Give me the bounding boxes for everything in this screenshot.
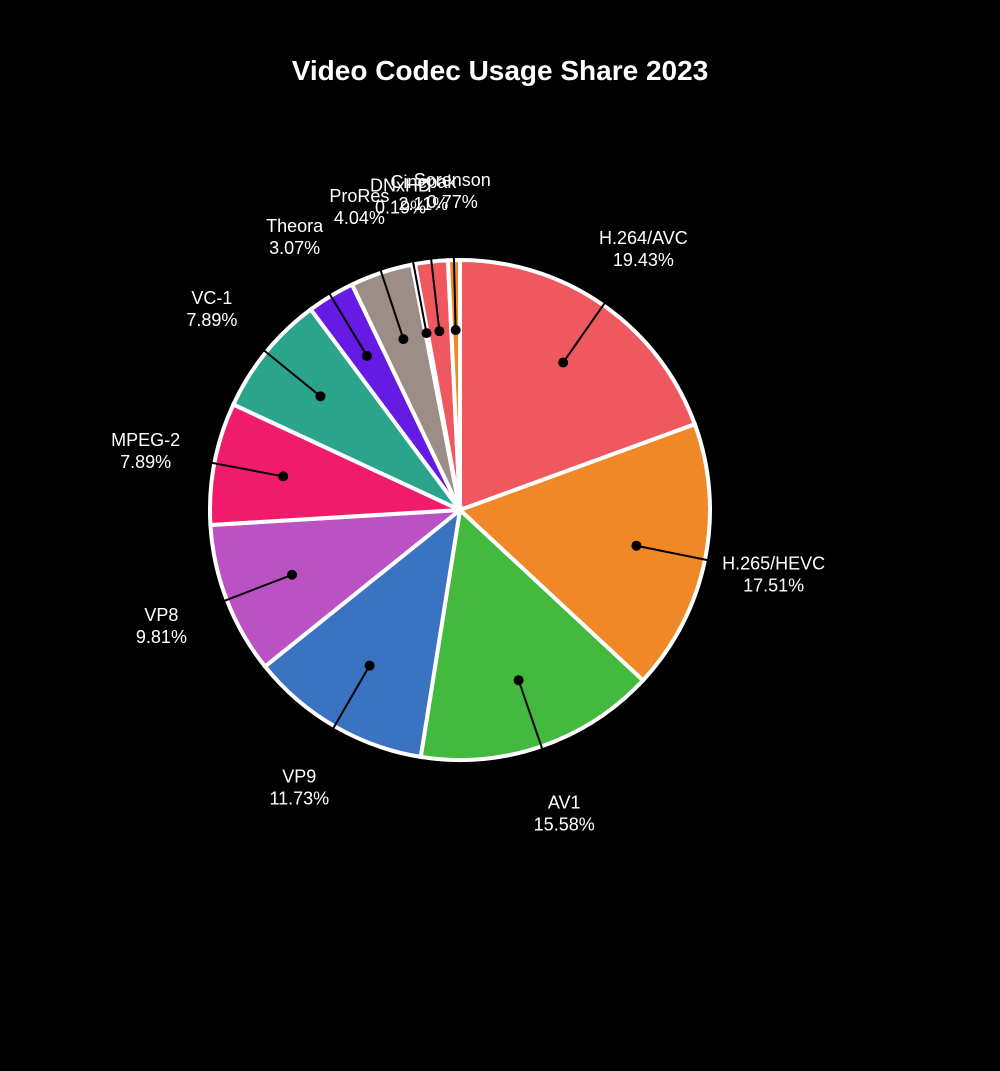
leader-dot: [278, 471, 288, 481]
slice-label-name: Theora: [266, 216, 324, 236]
slice-label-name: AV1: [548, 793, 581, 813]
pie-slices: [210, 260, 710, 760]
slice-label-name: H.265/HEVC: [722, 554, 825, 574]
slice-label-name: Sorenson: [414, 170, 491, 190]
leader-dot: [451, 325, 461, 335]
leader-dot: [514, 675, 524, 685]
leader-dot: [434, 326, 444, 336]
slice-label-value: 7.89%: [120, 452, 171, 472]
slice-label-value: 19.43%: [613, 250, 674, 270]
slice-label-name: MPEG-2: [111, 430, 180, 450]
slice-label-name: H.264/AVC: [599, 228, 688, 248]
slice-label-name: VP8: [144, 605, 178, 625]
slice-label-value: 15.58%: [534, 815, 595, 835]
leader-dot: [287, 570, 297, 580]
leader-dot: [315, 391, 325, 401]
slice-label-name: VP9: [282, 767, 316, 787]
leader-dot: [422, 328, 432, 338]
leader-dot: [365, 661, 375, 671]
leader-dot: [631, 541, 641, 551]
leader-dot: [362, 351, 372, 361]
slice-label-value: 11.73%: [269, 789, 329, 809]
pie-chart: Video Codec Usage Share 2023 H.264/AVC19.…: [0, 0, 1000, 1071]
slice-label-value: 3.07%: [269, 238, 320, 258]
chart-title: Video Codec Usage Share 2023: [292, 55, 709, 86]
slice-label-value: 17.51%: [743, 576, 804, 596]
leader-dot: [398, 334, 408, 344]
slice-label-value: 7.89%: [186, 310, 237, 330]
leader-dot: [558, 357, 568, 367]
slice-label-value: 0.77%: [427, 192, 478, 212]
slice-label-name: VC-1: [191, 288, 232, 308]
slice-label-value: 9.81%: [136, 627, 187, 647]
